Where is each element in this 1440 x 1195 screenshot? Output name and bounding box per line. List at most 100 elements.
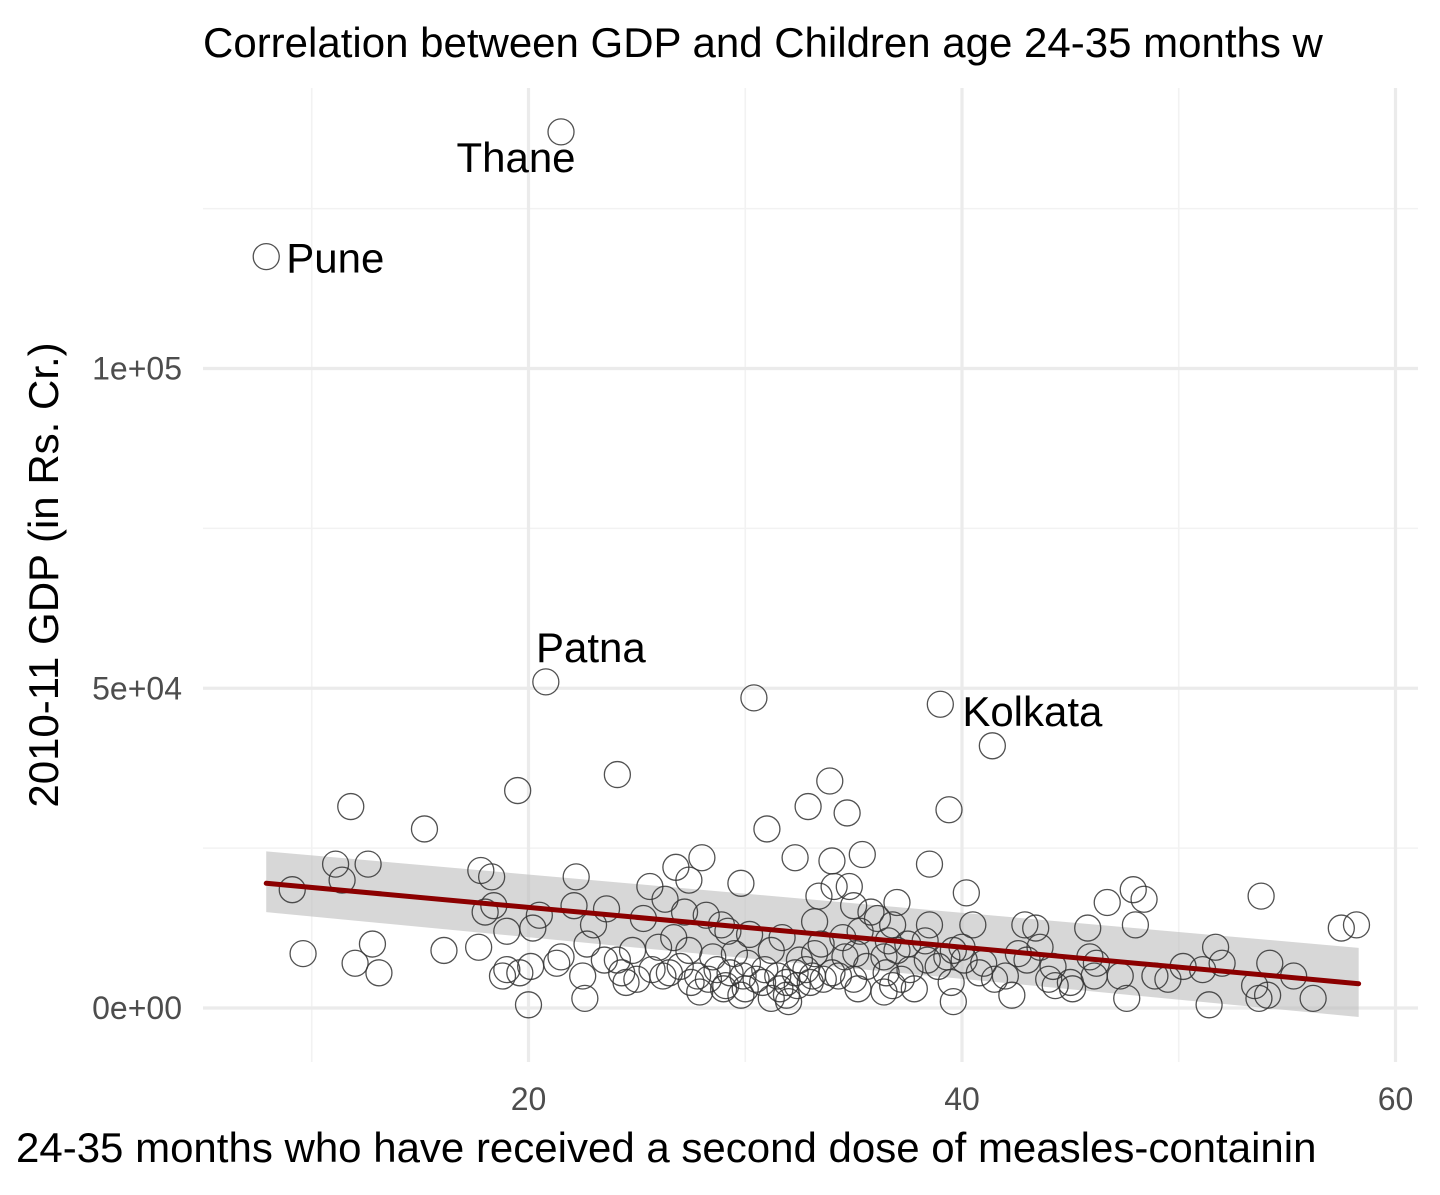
data-point <box>820 872 848 901</box>
data-point <box>844 975 872 1003</box>
data-point <box>1245 984 1273 1013</box>
data-point <box>796 968 824 997</box>
data-point <box>651 885 679 913</box>
data-point <box>816 767 844 795</box>
data-point <box>430 936 458 965</box>
city-label-pune: Pune <box>286 235 384 282</box>
data-point <box>751 955 779 984</box>
data-point <box>727 981 755 1009</box>
data-point <box>547 118 575 146</box>
data-point <box>612 968 640 997</box>
data-point <box>783 971 811 1000</box>
data-point <box>900 975 928 1003</box>
data-point <box>1119 876 1147 904</box>
data-point <box>991 962 1019 990</box>
data-point <box>1299 984 1327 1013</box>
data-point <box>742 965 770 993</box>
data-point <box>915 850 944 878</box>
data-point <box>848 840 876 869</box>
data-point <box>926 690 954 718</box>
data-point <box>794 792 822 821</box>
data-point <box>1113 984 1141 1013</box>
data-point <box>675 866 703 894</box>
x-axis-title: 24-35 months who have received a second … <box>16 1124 1316 1171</box>
axis-tick-labels: 20 40 60 0e+00 5e+04 1e+05 <box>92 351 1413 1118</box>
data-point <box>644 933 673 961</box>
data-point <box>1080 962 1108 990</box>
data-point <box>883 936 911 965</box>
data-point <box>686 978 714 1006</box>
data-point <box>709 975 738 1003</box>
data-point <box>800 939 829 968</box>
x-tick-label: 60 <box>1378 1081 1414 1117</box>
data-point <box>714 917 742 945</box>
x-tick-label: 40 <box>944 1081 980 1117</box>
data-point <box>410 815 439 843</box>
data-point <box>757 984 785 1013</box>
data-point <box>998 981 1026 1009</box>
data-point <box>1247 882 1275 910</box>
data-point <box>703 955 731 984</box>
data-points-layer <box>252 118 1371 1019</box>
grid-lines <box>203 88 1418 1062</box>
data-point <box>896 955 924 984</box>
data-point <box>493 955 521 984</box>
data-point <box>978 732 1006 760</box>
data-point <box>506 959 534 987</box>
y-tick-label: 0e+00 <box>92 990 182 1026</box>
city-label-patna: Patna <box>536 624 646 671</box>
data-point <box>252 242 280 271</box>
city-label-thane: Thane <box>456 134 575 181</box>
data-point <box>321 850 350 878</box>
data-point <box>1121 911 1150 939</box>
data-point <box>748 968 777 997</box>
data-point <box>772 968 801 997</box>
x-tick-label: 20 <box>511 1081 547 1117</box>
data-point <box>1208 949 1236 977</box>
data-point <box>781 844 809 872</box>
data-point <box>560 892 588 920</box>
data-point <box>1074 914 1102 942</box>
data-point <box>1058 975 1087 1003</box>
data-point <box>1201 933 1230 961</box>
data-point <box>872 959 900 987</box>
data-point <box>1011 911 1039 939</box>
data-point <box>915 911 944 939</box>
data-point <box>1327 914 1355 942</box>
regression-line-layer <box>263 880 1362 987</box>
data-point <box>666 952 694 981</box>
data-point <box>562 863 590 891</box>
chart-title: Correlation between GDP and Children age… <box>203 19 1324 66</box>
data-point <box>757 936 785 965</box>
data-point <box>519 914 547 942</box>
data-point <box>980 965 1009 993</box>
y-tick-label: 5e+04 <box>92 670 182 706</box>
city-label-kolkata: Kolkata <box>962 688 1103 735</box>
data-point <box>337 792 365 821</box>
data-point <box>1013 946 1041 974</box>
data-point <box>688 844 716 872</box>
data-point <box>1130 885 1158 913</box>
data-point <box>883 888 911 917</box>
data-point <box>699 943 727 971</box>
data-point <box>735 920 764 949</box>
data-point <box>729 962 757 990</box>
data-point <box>712 971 740 1000</box>
data-point <box>547 943 575 971</box>
data-point <box>1093 888 1121 917</box>
data-point <box>677 968 705 997</box>
data-point <box>692 901 720 929</box>
data-point <box>753 815 781 843</box>
data-point <box>839 892 868 920</box>
data-point <box>278 876 306 904</box>
data-point <box>649 962 677 990</box>
data-point <box>464 933 493 961</box>
data-point <box>525 901 553 929</box>
data-point <box>1035 965 1063 993</box>
data-point <box>937 968 965 997</box>
data-point <box>341 949 369 977</box>
data-point <box>731 975 759 1003</box>
data-point <box>772 981 801 1009</box>
data-point <box>471 898 499 926</box>
data-point <box>835 872 863 901</box>
